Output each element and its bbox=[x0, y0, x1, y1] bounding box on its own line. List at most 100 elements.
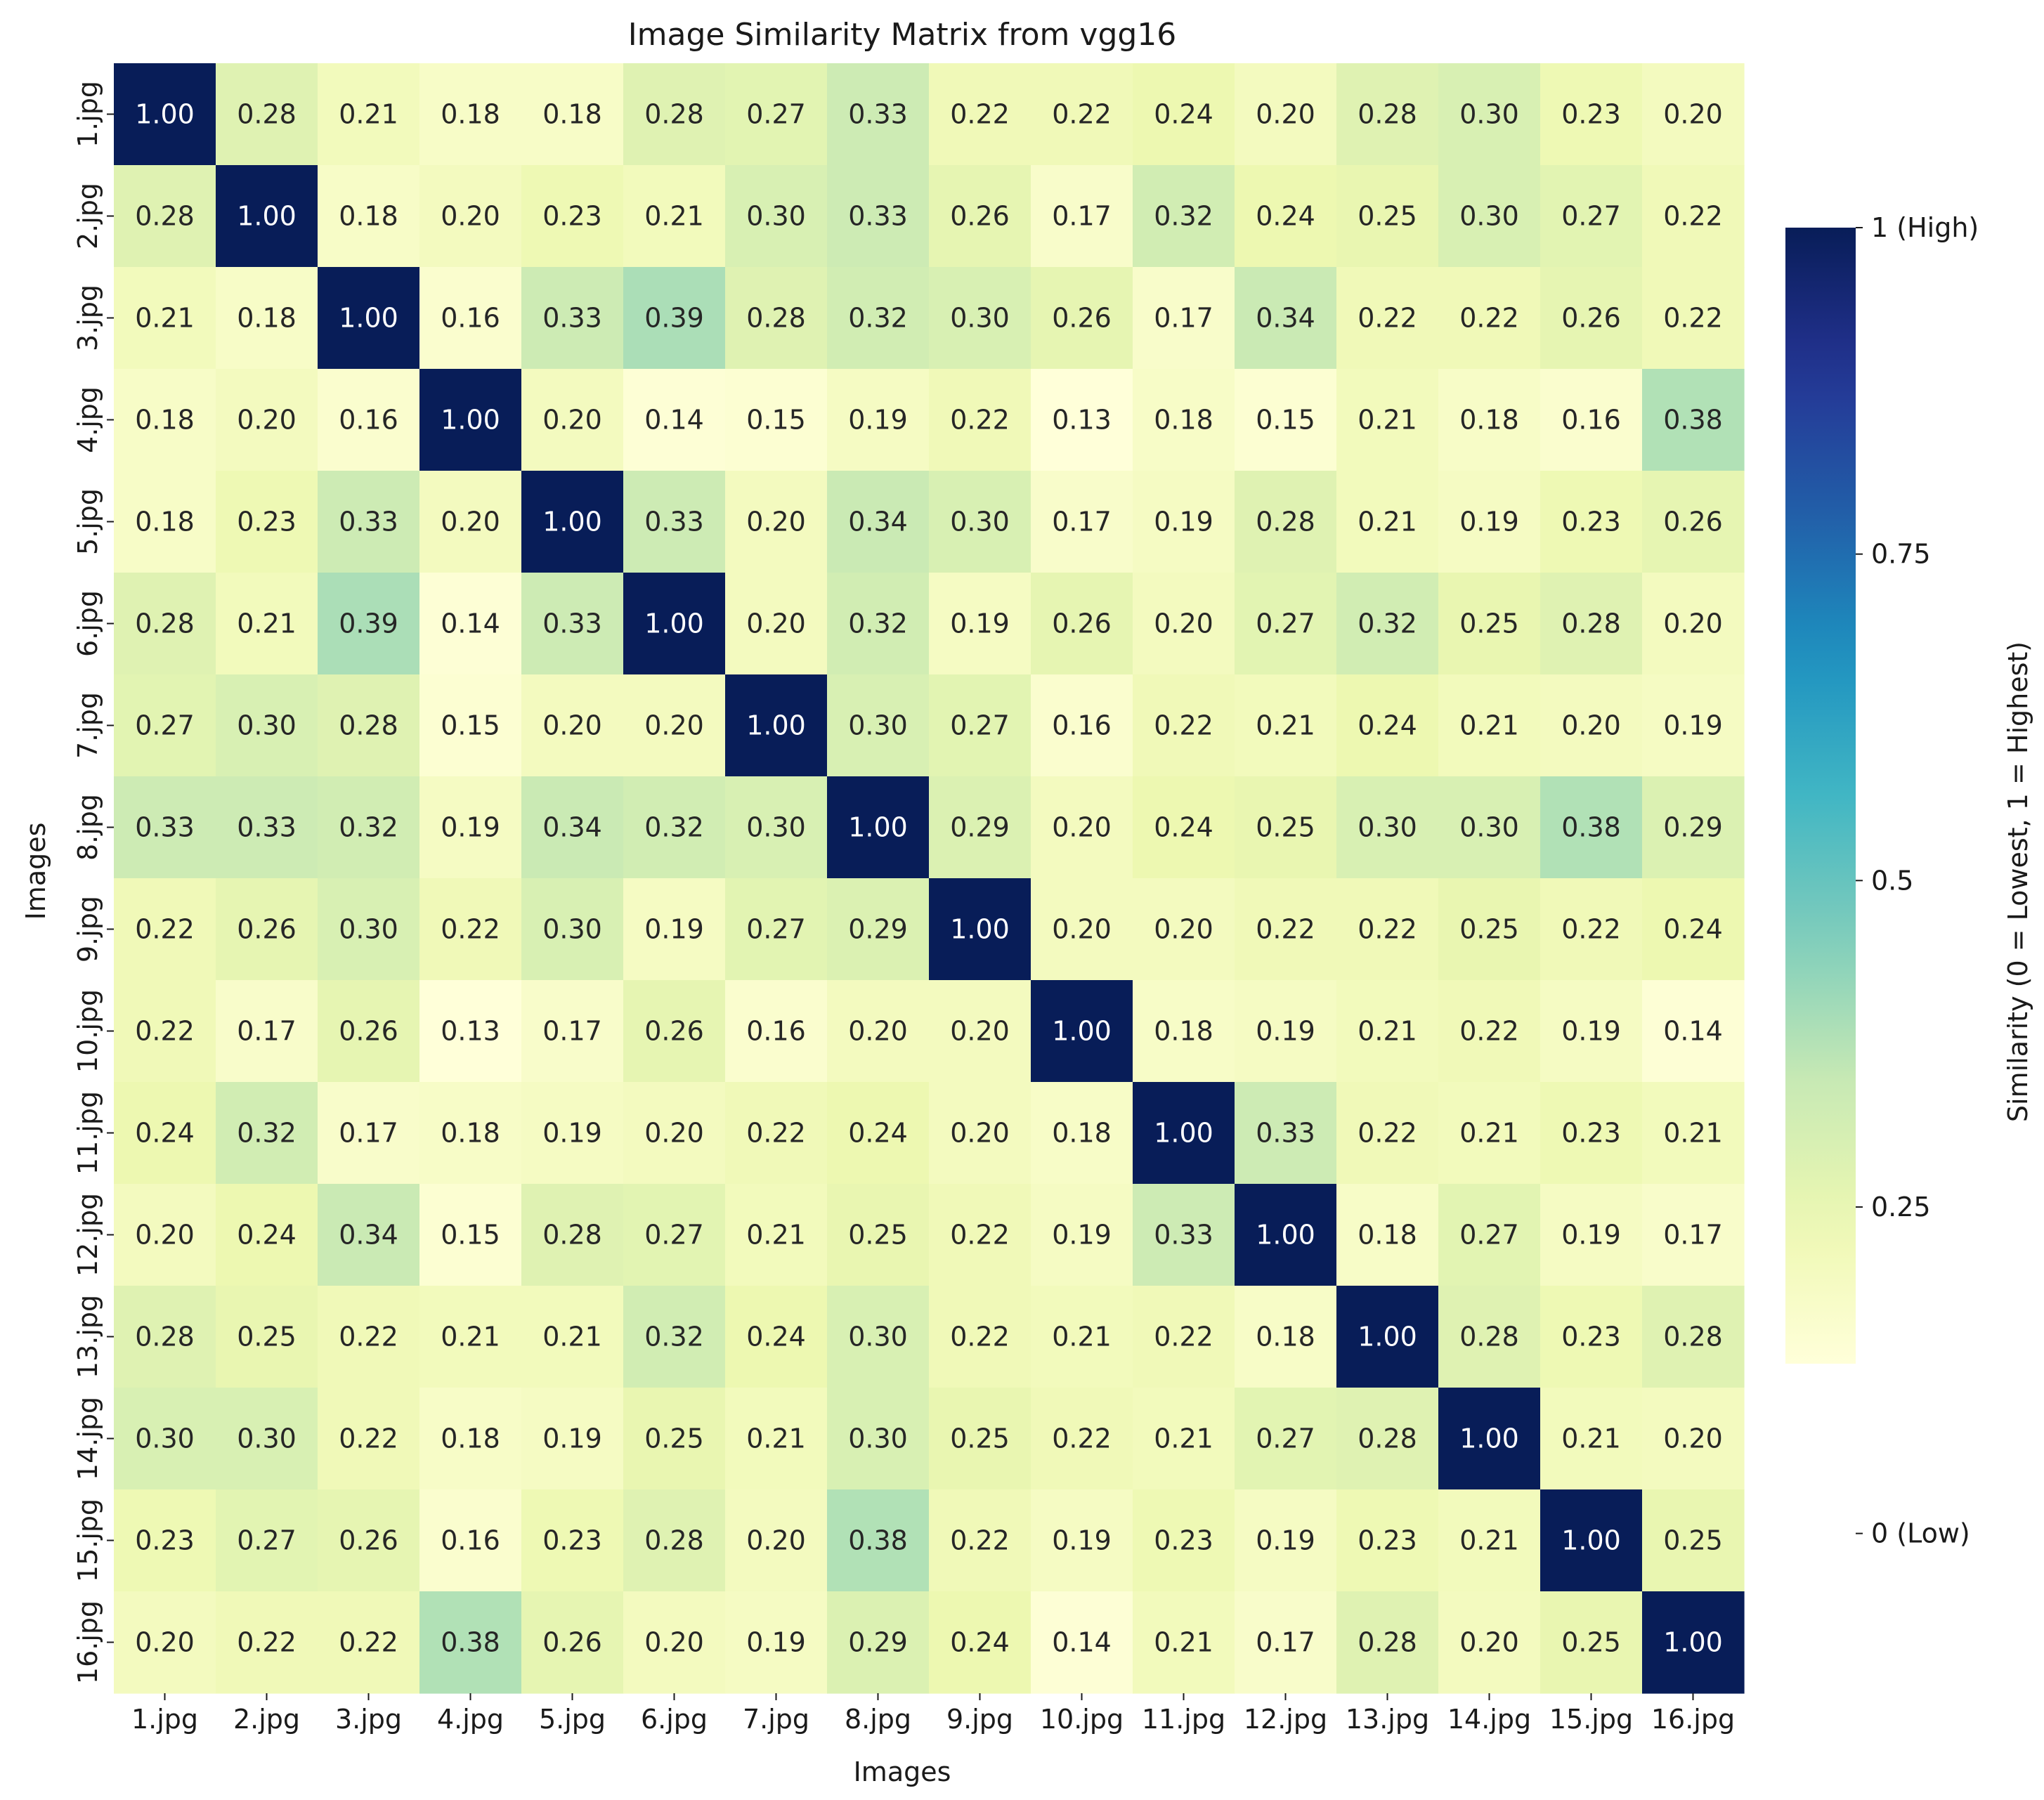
heatmap-cell bbox=[929, 1591, 1031, 1694]
colorbar bbox=[1785, 228, 1856, 1364]
heatmap-cell bbox=[1438, 674, 1541, 777]
cell-value-label: 0.16 bbox=[1052, 710, 1112, 741]
heatmap-cell bbox=[1133, 1388, 1235, 1490]
heatmap-cell bbox=[1133, 1184, 1235, 1286]
heatmap-cell bbox=[623, 674, 726, 777]
heatmap-cell bbox=[827, 1286, 930, 1388]
cell-value-label: 0.29 bbox=[848, 1627, 908, 1658]
heatmap-cell bbox=[1642, 878, 1745, 981]
heatmap-cell bbox=[1642, 1286, 1745, 1388]
cell-value-label: 0.30 bbox=[1459, 99, 1519, 130]
cell-value-label: 0.21 bbox=[644, 201, 704, 232]
x-axis-label: Images bbox=[854, 1756, 951, 1787]
heatmap-cell bbox=[1133, 63, 1235, 166]
cell-value-label: 0.18 bbox=[1358, 1220, 1417, 1251]
heatmap-cell bbox=[929, 1489, 1031, 1592]
cell-value-label: 0.38 bbox=[441, 1627, 500, 1658]
heatmap-cell bbox=[1235, 369, 1337, 471]
heatmap-cell bbox=[318, 165, 420, 268]
cell-value-label: 1.00 bbox=[542, 507, 602, 537]
y-tick-label: 16.jpg bbox=[72, 1600, 103, 1684]
heatmap-cell bbox=[114, 1489, 216, 1592]
heatmap-cell bbox=[725, 1489, 828, 1592]
heatmap-cell bbox=[1031, 1184, 1133, 1286]
heatmap-cell bbox=[419, 267, 522, 370]
heatmap-cell bbox=[929, 369, 1031, 471]
cell-value-label: 0.22 bbox=[339, 1627, 398, 1658]
cell-value-label: 0.30 bbox=[746, 201, 806, 232]
cell-value-label: 0.21 bbox=[746, 1423, 806, 1454]
cell-value-label: 0.13 bbox=[441, 1016, 500, 1047]
heatmap-cell bbox=[1235, 878, 1337, 981]
cell-value-label: 0.18 bbox=[1052, 1118, 1112, 1149]
cell-value-label: 0.33 bbox=[542, 608, 602, 639]
heatmap-cell bbox=[1438, 1388, 1541, 1490]
cell-value-label: 0.26 bbox=[1561, 303, 1621, 334]
cell-value-label: 0.30 bbox=[1459, 201, 1519, 232]
cell-value-label: 0.20 bbox=[237, 405, 297, 436]
heatmap-cell bbox=[318, 471, 420, 573]
cell-value-label: 0.30 bbox=[950, 507, 1010, 537]
heatmap-cell bbox=[318, 878, 420, 981]
heatmap-cell bbox=[318, 1591, 420, 1694]
heatmap-cell bbox=[1235, 1591, 1337, 1694]
heatmap-cell bbox=[1031, 1591, 1133, 1694]
heatmap-cell bbox=[725, 267, 828, 370]
cell-value-label: 1.00 bbox=[1256, 1220, 1315, 1251]
heatmap-cell bbox=[827, 1591, 930, 1694]
heatmap-cell bbox=[1235, 471, 1337, 573]
heatmap-cell bbox=[216, 471, 318, 573]
cell-value-label: 1.00 bbox=[1561, 1525, 1621, 1556]
cell-value-label: 0.33 bbox=[848, 201, 908, 232]
heatmap-cell bbox=[419, 573, 522, 675]
cell-value-label: 0.20 bbox=[746, 608, 806, 639]
heatmap-cell bbox=[318, 980, 420, 1083]
heatmap-cell bbox=[1235, 674, 1337, 777]
cell-value-label: 0.33 bbox=[237, 812, 297, 843]
heatmap-cell bbox=[521, 471, 624, 573]
cell-value-label: 0.30 bbox=[848, 710, 908, 741]
cell-value-label: 0.20 bbox=[1663, 1423, 1723, 1454]
cell-value-label: 0.29 bbox=[848, 914, 908, 945]
cell-value-label: 0.24 bbox=[746, 1322, 806, 1352]
cell-value-label: 0.24 bbox=[1154, 99, 1213, 130]
cell-value-label: 0.27 bbox=[746, 914, 806, 945]
cell-value-label: 0.16 bbox=[746, 1016, 806, 1047]
cell-value-label: 0.28 bbox=[542, 1220, 602, 1251]
cell-value-label: 0.26 bbox=[339, 1525, 398, 1556]
heatmap-cell bbox=[1540, 1489, 1643, 1592]
heatmap-cell bbox=[1642, 1184, 1745, 1286]
cell-value-label: 0.18 bbox=[237, 303, 297, 334]
cell-value-label: 0.17 bbox=[1663, 1220, 1723, 1251]
cell-value-label: 0.28 bbox=[644, 99, 704, 130]
cell-value-label: 0.27 bbox=[1561, 201, 1621, 232]
heatmap-cell bbox=[1540, 980, 1643, 1083]
cell-value-label: 0.13 bbox=[1052, 405, 1112, 436]
cell-value-label: 0.20 bbox=[542, 405, 602, 436]
heatmap-cell bbox=[929, 674, 1031, 777]
heatmap-cell bbox=[1642, 267, 1745, 370]
cell-value-label: 0.33 bbox=[339, 507, 398, 537]
heatmap-cell bbox=[1235, 1082, 1337, 1185]
cell-value-label: 0.27 bbox=[1459, 1220, 1519, 1251]
heatmap-cell bbox=[521, 980, 624, 1083]
x-tick-label: 4.jpg bbox=[437, 1704, 504, 1735]
cell-value-label: 0.30 bbox=[339, 914, 398, 945]
heatmap-cell bbox=[725, 776, 828, 879]
cell-value-label: 0.18 bbox=[135, 507, 195, 537]
cell-value-label: 0.21 bbox=[237, 608, 297, 639]
cell-value-label: 0.22 bbox=[746, 1118, 806, 1149]
cell-value-label: 0.21 bbox=[1561, 1423, 1621, 1454]
heatmap-cell bbox=[114, 1388, 216, 1490]
cell-value-label: 0.34 bbox=[848, 507, 908, 537]
cell-value-label: 0.38 bbox=[1663, 405, 1723, 436]
heatmap-cell bbox=[216, 1082, 318, 1185]
cell-value-label: 0.20 bbox=[848, 1016, 908, 1047]
cell-value-label: 1.00 bbox=[237, 201, 297, 232]
heatmap-cell bbox=[114, 1286, 216, 1388]
cell-value-label: 0.21 bbox=[1459, 710, 1519, 741]
x-tick-label: 11.jpg bbox=[1142, 1704, 1225, 1735]
cell-value-label: 0.18 bbox=[1459, 405, 1519, 436]
heatmap-cell bbox=[521, 1489, 624, 1592]
